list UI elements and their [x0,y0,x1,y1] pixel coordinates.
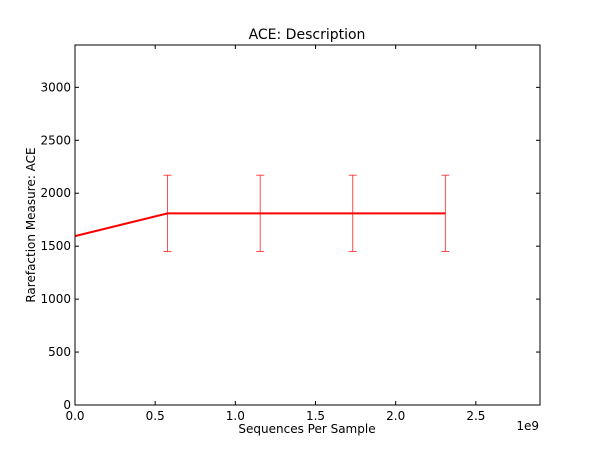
y-tick-label: 1000 [40,292,71,306]
y-tick-label: 0 [63,398,71,412]
x-tick-label: 2.5 [466,409,485,423]
plot-frame [74,44,541,406]
x-tick-label: 0.0 [65,409,84,423]
x-axis-title: Sequences Per Sample [238,422,375,436]
series-layer [74,212,446,238]
chart-title: ACE: Description [249,27,366,43]
y-tick-label: 2000 [40,186,71,200]
x-tick-label: 1.0 [226,409,245,423]
x-tick-label: 0.5 [146,409,165,423]
y-tick-label: 500 [48,345,71,359]
x-tick-label: 2.0 [386,409,405,423]
y-tick-label: 3000 [40,80,71,94]
ticks-layer: 0.0 0.5 1.0 1.5 2.0 2.5 0 500 1000 1500 2000 2500 30… [40,45,540,423]
x-axis-offset-label: 1e9 [516,419,539,433]
y-tick-label: 2500 [40,133,71,147]
y-axis-title: Rarefaction Measure: ACE [24,147,38,302]
series-line [74,212,446,238]
x-tick-label: 1.5 [306,409,325,423]
y-tick-label: 1500 [40,239,71,253]
